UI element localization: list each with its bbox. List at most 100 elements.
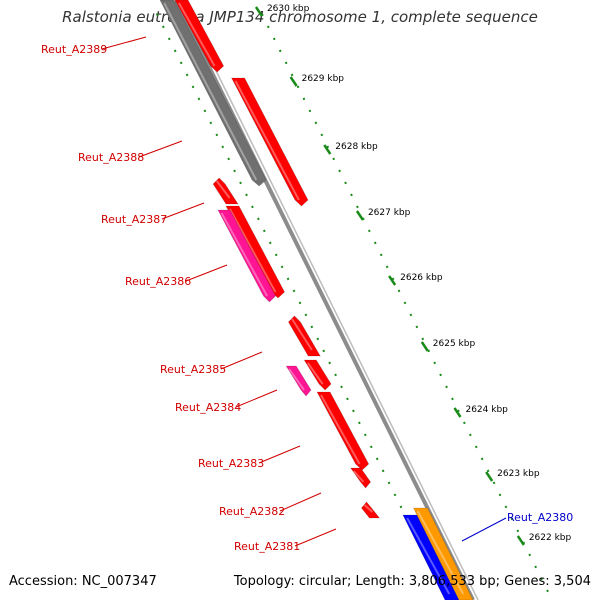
tick-dot bbox=[445, 385, 448, 389]
tick-dot bbox=[433, 361, 437, 365]
tick-dot bbox=[399, 505, 403, 509]
summary-label: Topology: circular; Length: 3,806,533 bp… bbox=[233, 574, 591, 589]
kbp-tick-mark bbox=[516, 535, 525, 546]
tick-row-left bbox=[156, 13, 444, 593]
kbp-tick-label: 2623 kbp bbox=[497, 469, 540, 479]
gene-labels: Reut_A2389 Reut_A2388 Reut_A2387 Reut_A2386… bbox=[41, 36, 573, 553]
kbp-tick-label: 2629 kbp bbox=[302, 74, 345, 84]
gene-label-text: Reut_A2385 bbox=[160, 363, 226, 376]
tick-dot bbox=[298, 301, 302, 305]
tick-dot bbox=[215, 133, 219, 137]
kbp-tick-mark bbox=[254, 6, 264, 17]
tick-dot bbox=[286, 277, 290, 281]
tick-dot bbox=[167, 37, 171, 41]
gene-label-reut-a2389: Reut_A2389 bbox=[41, 36, 147, 56]
gene-feature-a2384 bbox=[303, 359, 332, 391]
tick-dot bbox=[290, 73, 294, 77]
gene-label-reut-a2386: Reut_A2386 bbox=[125, 264, 228, 288]
tick-dot bbox=[375, 457, 379, 461]
tick-dot bbox=[239, 181, 242, 185]
gene-label-text: Reut_A2381 bbox=[234, 540, 300, 553]
tick-dot bbox=[233, 169, 236, 173]
tick-dot bbox=[350, 193, 353, 197]
tick-dot bbox=[486, 469, 490, 473]
kbp-tick-mark bbox=[355, 210, 364, 221]
tick-row-right bbox=[261, 13, 549, 593]
tick-dot bbox=[191, 85, 195, 89]
gene-label-leader bbox=[220, 351, 263, 370]
gene-feature-a2382 bbox=[349, 467, 372, 489]
gene-label-text: Reut_A2386 bbox=[125, 275, 191, 288]
tick-dot bbox=[415, 325, 419, 329]
tick-dot bbox=[203, 109, 207, 113]
tick-dot bbox=[278, 49, 282, 53]
tick-dot bbox=[468, 433, 472, 437]
gene-feature-a2380-blue bbox=[402, 514, 460, 600]
kbp-tick-label: 2624 kbp bbox=[465, 405, 508, 415]
gene-label-reut-a2382: Reut_A2382 bbox=[219, 492, 322, 518]
kbp-tick-mark bbox=[485, 471, 494, 482]
gene-label-reut-a2385: Reut_A2385 bbox=[160, 351, 263, 376]
tick-dot bbox=[373, 241, 377, 245]
kbp-tick-mark bbox=[323, 144, 332, 155]
tick-dot bbox=[156, 13, 159, 17]
gene-feature-a2381-shine bbox=[363, 504, 374, 513]
tick-dot bbox=[197, 97, 201, 101]
tick-dot bbox=[340, 385, 343, 389]
tick-dot bbox=[381, 469, 385, 473]
tick-dot bbox=[352, 409, 355, 413]
gene-feature-a2382-shine bbox=[352, 470, 365, 483]
gene-feature-a2381 bbox=[360, 501, 381, 519]
tick-dot bbox=[421, 337, 425, 341]
gene-label-text: Reut_A2383 bbox=[198, 457, 264, 470]
tick-dot bbox=[528, 553, 532, 557]
tick-dot bbox=[332, 157, 336, 161]
gene-label-text: Reut_A2388 bbox=[78, 151, 144, 164]
kbp-ticks: 2630 kbp 2629 kbp 2628 kbp 2627 kbp 2626 kbp… bbox=[254, 4, 572, 546]
chromosome-backbone bbox=[174, 0, 479, 600]
gene-label-leader bbox=[101, 36, 147, 50]
tick-dot bbox=[320, 133, 324, 137]
tick-dot bbox=[326, 145, 330, 149]
tick-dot bbox=[284, 61, 288, 65]
tick-dot bbox=[161, 25, 165, 29]
tick-dot bbox=[179, 61, 183, 65]
gene-label-reut-a2383: Reut_A2383 bbox=[198, 445, 301, 470]
backbone-line-inner bbox=[180, 0, 479, 600]
tick-dot bbox=[385, 265, 389, 269]
tick-dot bbox=[540, 577, 543, 581]
tick-dot bbox=[266, 25, 270, 29]
tick-dot bbox=[310, 325, 314, 329]
gene-feature-a2389-gray-body bbox=[159, 0, 267, 187]
tick-dot bbox=[328, 361, 332, 365]
tick-dot bbox=[314, 121, 318, 125]
tick-dot bbox=[268, 241, 272, 245]
gene-feature-a2383 bbox=[316, 391, 370, 471]
tick-dot bbox=[379, 253, 383, 257]
tick-dot bbox=[245, 193, 248, 197]
tick-dot bbox=[457, 409, 460, 413]
gene-feature-a2380-body bbox=[412, 507, 474, 600]
tick-dot bbox=[363, 433, 367, 437]
tick-dot bbox=[302, 97, 306, 101]
gene-label-reut-a2384: Reut_A2384 bbox=[175, 389, 278, 414]
kbp-tick-label: 2625 kbp bbox=[433, 339, 476, 349]
gene-label-leader bbox=[279, 492, 322, 512]
tick-dot bbox=[274, 253, 278, 257]
tick-dot bbox=[257, 217, 260, 221]
gene-label-reut-a2388: Reut_A2388 bbox=[78, 140, 183, 164]
gene-label-leader bbox=[138, 140, 183, 158]
tick-dot bbox=[367, 229, 371, 233]
gene-label-reut-a2380: Reut_A2380 bbox=[461, 511, 573, 542]
gene-feature-a2384-magenta-shine bbox=[288, 368, 305, 391]
kbp-tick-mark bbox=[289, 76, 298, 87]
tick-dot bbox=[369, 445, 373, 449]
tick-dot bbox=[391, 277, 395, 281]
tick-dot bbox=[227, 157, 231, 161]
tick-dot bbox=[262, 229, 266, 233]
gene-feature-a2388 bbox=[230, 77, 309, 207]
gene-label-text: Reut_A2384 bbox=[175, 401, 241, 414]
gene-feature-a2381-body bbox=[360, 501, 381, 519]
tick-dot bbox=[221, 145, 225, 149]
